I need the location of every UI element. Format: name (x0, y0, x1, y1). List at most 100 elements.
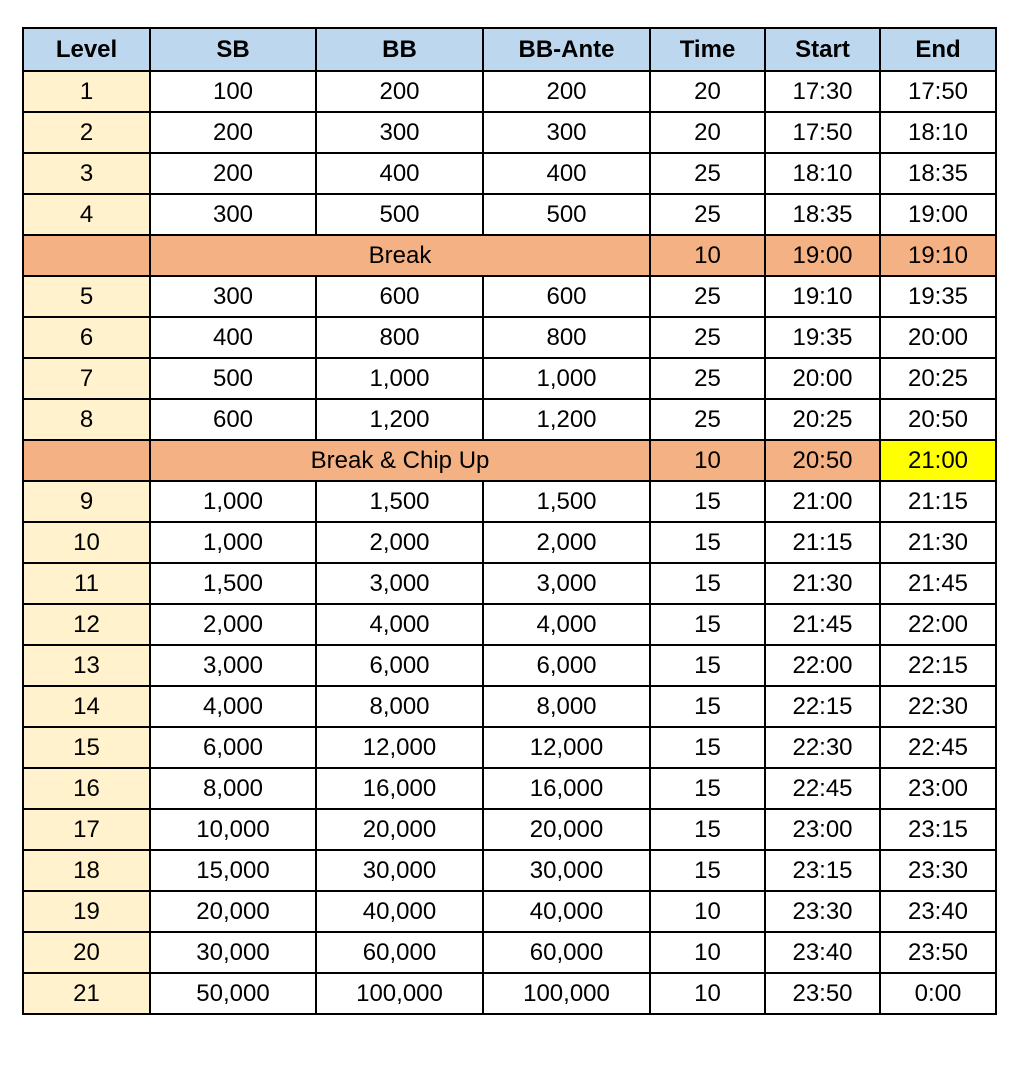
end-cell: 19:00 (879, 193, 997, 236)
level-cell: 10 (22, 521, 151, 564)
level-cell: 9 (22, 480, 151, 523)
start-cell: 20:25 (764, 398, 881, 441)
sb-cell: 8,000 (149, 767, 317, 810)
table-row: 8 600 1,200 1,200 25 20:25 20:50 (22, 398, 997, 441)
end-cell: 23:30 (879, 849, 997, 892)
table-row: 17 10,000 20,000 20,000 15 23:00 23:15 (22, 808, 997, 851)
start-cell: 21:45 (764, 603, 881, 646)
bb-cell: 400 (315, 152, 484, 195)
level-cell: 14 (22, 685, 151, 728)
bb-cell: 6,000 (315, 644, 484, 687)
bb-cell: 30,000 (315, 849, 484, 892)
table-row: 21 50,000 100,000 100,000 10 23:50 0:00 (22, 972, 997, 1015)
bb-cell: 12,000 (315, 726, 484, 769)
time-cell: 25 (649, 398, 766, 441)
level-cell: 18 (22, 849, 151, 892)
time-cell: 10 (649, 890, 766, 933)
blind-structure-table: Level SB BB BB-Ante Time Start End 1 100 2… (22, 27, 997, 1015)
level-cell: 20 (22, 931, 151, 974)
break-label: Break (149, 234, 651, 277)
bb-cell: 200 (315, 70, 484, 113)
sb-cell: 200 (149, 111, 317, 154)
start-cell: 21:30 (764, 562, 881, 605)
bb-ante-cell: 600 (482, 275, 651, 318)
bb-cell: 16,000 (315, 767, 484, 810)
sb-cell: 200 (149, 152, 317, 195)
start-cell: 22:30 (764, 726, 881, 769)
sb-cell: 6,000 (149, 726, 317, 769)
table-row: 7 500 1,000 1,000 25 20:00 20:25 (22, 357, 997, 400)
time-cell: 15 (649, 808, 766, 851)
level-cell: 8 (22, 398, 151, 441)
table-row: 3 200 400 400 25 18:10 18:35 (22, 152, 997, 195)
bb-ante-cell: 200 (482, 70, 651, 113)
header-end: End (879, 27, 997, 72)
bb-ante-cell: 4,000 (482, 603, 651, 646)
start-cell: 21:15 (764, 521, 881, 564)
end-cell: 20:00 (879, 316, 997, 359)
start-cell: 19:00 (764, 234, 881, 277)
level-cell: 12 (22, 603, 151, 646)
level-cell (22, 439, 151, 482)
time-cell: 25 (649, 152, 766, 195)
time-cell: 10 (649, 972, 766, 1015)
bb-cell: 60,000 (315, 931, 484, 974)
start-cell: 19:35 (764, 316, 881, 359)
time-cell: 25 (649, 316, 766, 359)
bb-cell: 40,000 (315, 890, 484, 933)
level-cell: 6 (22, 316, 151, 359)
start-cell: 17:50 (764, 111, 881, 154)
start-cell: 20:00 (764, 357, 881, 400)
end-cell: 23:50 (879, 931, 997, 974)
level-cell: 16 (22, 767, 151, 810)
header-bb-ante: BB-Ante (482, 27, 651, 72)
table-row: 1 100 200 200 20 17:30 17:50 (22, 70, 997, 113)
bb-cell: 600 (315, 275, 484, 318)
level-cell: 7 (22, 357, 151, 400)
bb-cell: 4,000 (315, 603, 484, 646)
start-cell: 19:10 (764, 275, 881, 318)
header-time: Time (649, 27, 766, 72)
start-cell: 22:45 (764, 767, 881, 810)
bb-ante-cell: 1,500 (482, 480, 651, 523)
end-cell: 21:30 (879, 521, 997, 564)
sb-cell: 300 (149, 193, 317, 236)
sb-cell: 20,000 (149, 890, 317, 933)
bb-ante-cell: 20,000 (482, 808, 651, 851)
level-cell: 15 (22, 726, 151, 769)
bb-ante-cell: 60,000 (482, 931, 651, 974)
sb-cell: 10,000 (149, 808, 317, 851)
level-cell: 21 (22, 972, 151, 1015)
time-cell: 20 (649, 111, 766, 154)
table-row: 11 1,500 3,000 3,000 15 21:30 21:45 (22, 562, 997, 605)
level-cell: 11 (22, 562, 151, 605)
table-row: 20 30,000 60,000 60,000 10 23:40 23:50 (22, 931, 997, 974)
sb-cell: 30,000 (149, 931, 317, 974)
end-cell: 22:00 (879, 603, 997, 646)
start-cell: 18:35 (764, 193, 881, 236)
table-row: 4 300 500 500 25 18:35 19:00 (22, 193, 997, 236)
sb-cell: 300 (149, 275, 317, 318)
bb-cell: 1,000 (315, 357, 484, 400)
start-cell: 23:15 (764, 849, 881, 892)
sb-cell: 1,000 (149, 480, 317, 523)
bb-ante-cell: 16,000 (482, 767, 651, 810)
bb-cell: 1,200 (315, 398, 484, 441)
sb-cell: 400 (149, 316, 317, 359)
level-cell: 19 (22, 890, 151, 933)
bb-ante-cell: 800 (482, 316, 651, 359)
level-cell: 5 (22, 275, 151, 318)
header-bb: BB (315, 27, 484, 72)
end-cell: 22:30 (879, 685, 997, 728)
time-cell: 25 (649, 275, 766, 318)
table-row: 5 300 600 600 25 19:10 19:35 (22, 275, 997, 318)
table-row: 18 15,000 30,000 30,000 15 23:15 23:30 (22, 849, 997, 892)
time-cell: 15 (649, 603, 766, 646)
bb-cell: 20,000 (315, 808, 484, 851)
time-cell: 10 (649, 931, 766, 974)
bb-ante-cell: 1,200 (482, 398, 651, 441)
bb-cell: 3,000 (315, 562, 484, 605)
end-cell: 21:45 (879, 562, 997, 605)
table-row: 15 6,000 12,000 12,000 15 22:30 22:45 (22, 726, 997, 769)
level-cell: 13 (22, 644, 151, 687)
